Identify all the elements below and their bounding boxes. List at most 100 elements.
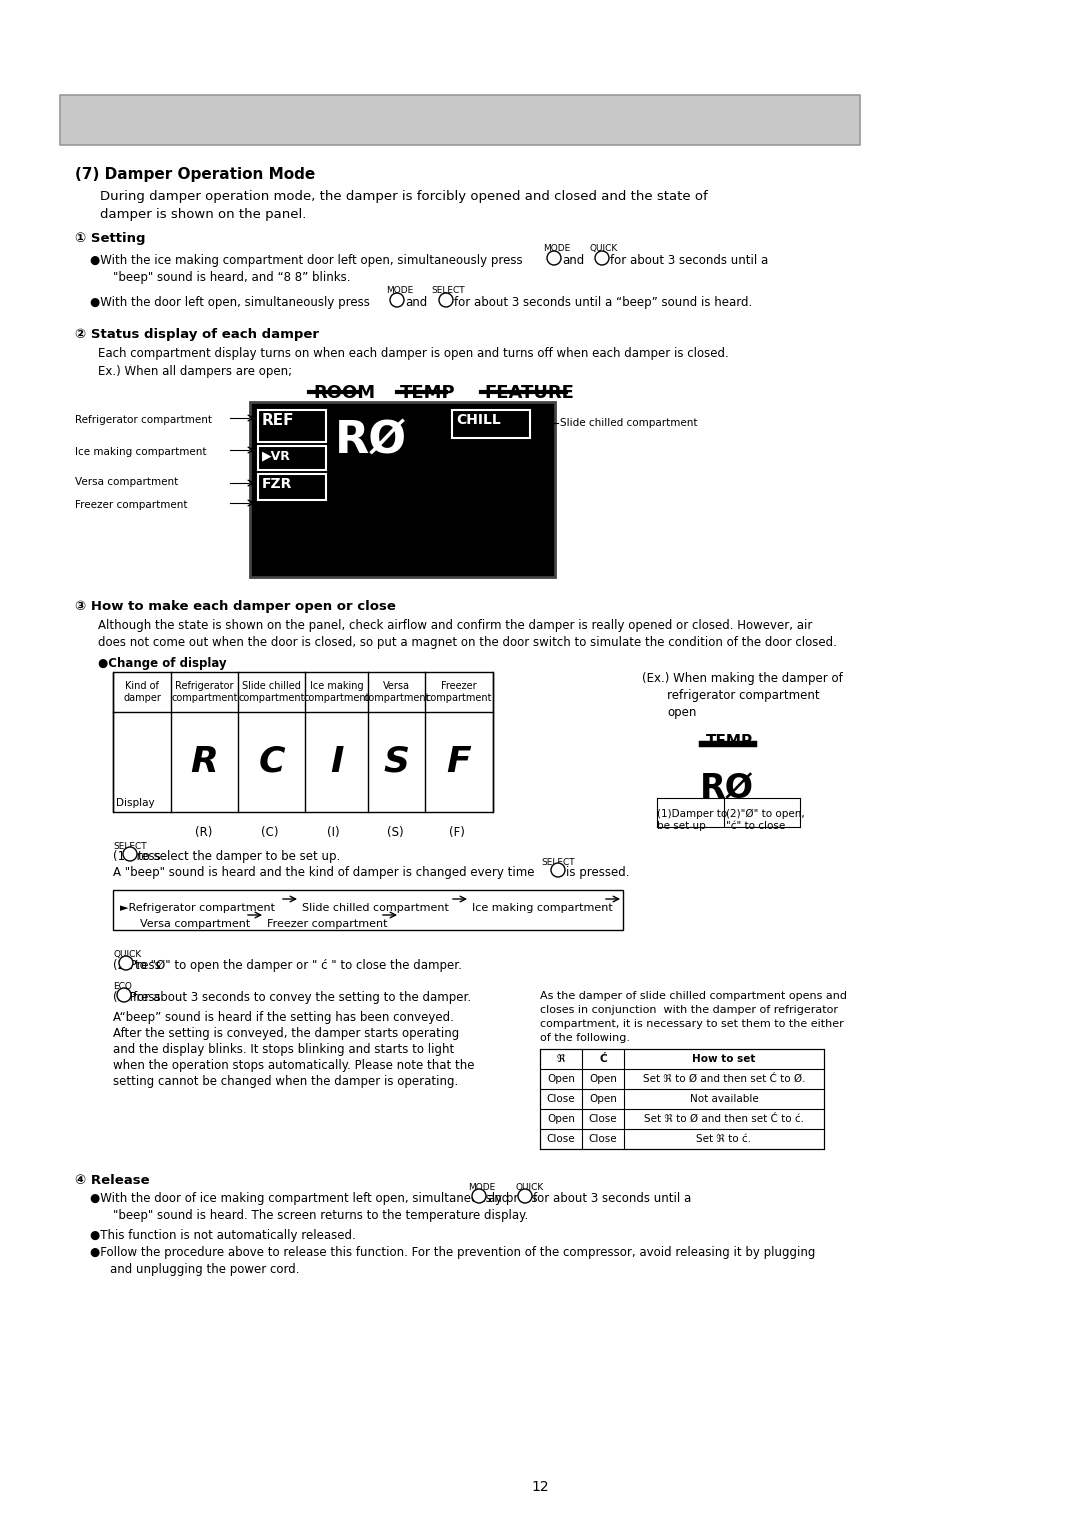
Bar: [113, 890, 623, 929]
Text: Kind of
damper: Kind of damper: [123, 681, 161, 703]
Text: for about 3 seconds until a: for about 3 seconds until a: [610, 254, 768, 266]
Text: MODE: MODE: [543, 243, 570, 253]
Text: closes in conjunction  with the damper of refrigerator: closes in conjunction with the damper of…: [540, 1004, 838, 1015]
Text: and unplugging the power cord.: and unplugging the power cord.: [110, 1263, 299, 1275]
Text: "beep" sound is heard. The screen returns to the temperature display.: "beep" sound is heard. The screen return…: [113, 1209, 528, 1222]
Text: Display: Display: [116, 798, 154, 808]
Text: Set ℜ to Ø and then set Ć to Ø.: Set ℜ to Ø and then set Ć to Ø.: [643, 1073, 806, 1084]
Text: Close: Close: [589, 1115, 618, 1124]
Circle shape: [551, 863, 565, 877]
Text: Slide chilled compartment: Slide chilled compartment: [302, 903, 449, 912]
Text: Although the state is shown on the panel, check airflow and confirm the damper i: Although the state is shown on the panel…: [98, 619, 812, 632]
Text: Open: Open: [589, 1095, 617, 1104]
Text: TEMP: TEMP: [400, 384, 456, 403]
Text: (1)Press: (1)Press: [113, 850, 161, 863]
Text: is pressed.: is pressed.: [566, 867, 630, 879]
Text: QUICK: QUICK: [113, 951, 141, 958]
Text: A "beep" sound is heard and the kind of damper is changed every time: A "beep" sound is heard and the kind of …: [113, 867, 535, 879]
Text: ●Follow the procedure above to release this function. For the prevention of the : ●Follow the procedure above to release t…: [90, 1246, 815, 1258]
Text: (C): (C): [261, 827, 279, 839]
Text: Slide chilled
compartment: Slide chilled compartment: [239, 681, 305, 703]
Text: (1)Damper to
be set up: (1)Damper to be set up: [657, 808, 727, 831]
Text: for about 3 seconds to convey the setting to the damper.: for about 3 seconds to convey the settin…: [133, 991, 471, 1004]
Bar: [258, 446, 326, 470]
Bar: [453, 410, 530, 438]
Text: How to set: How to set: [692, 1053, 756, 1064]
Text: SELECT: SELECT: [431, 286, 464, 295]
Text: Versa compartment: Versa compartment: [140, 919, 251, 929]
Text: Slide chilled compartment: Slide chilled compartment: [561, 418, 698, 429]
Text: (7) Damper Operation Mode: (7) Damper Operation Mode: [75, 167, 315, 182]
Text: I: I: [329, 746, 343, 779]
Text: compartment, it is necessary to set them to the either: compartment, it is necessary to set them…: [540, 1020, 843, 1029]
Text: of the following.: of the following.: [540, 1033, 630, 1043]
Text: open: open: [667, 706, 697, 720]
Text: FZR: FZR: [262, 478, 293, 491]
Bar: [258, 410, 326, 442]
Text: Open: Open: [548, 1115, 575, 1124]
Text: ●Change of display: ●Change of display: [98, 657, 227, 671]
Circle shape: [390, 292, 404, 308]
Text: ① Setting: ① Setting: [75, 233, 146, 245]
Bar: [113, 672, 492, 811]
Text: and: and: [487, 1193, 510, 1205]
Circle shape: [438, 292, 453, 308]
Circle shape: [472, 1190, 486, 1203]
Text: During damper operation mode, the damper is forcibly opened and closed and the s: During damper operation mode, the damper…: [100, 190, 707, 204]
Text: Close: Close: [589, 1134, 618, 1144]
Text: and the display blinks. It stops blinking and starts to light: and the display blinks. It stops blinkin…: [113, 1043, 455, 1056]
Text: "beep" sound is heard, and “8 8” blinks.: "beep" sound is heard, and “8 8” blinks.: [113, 271, 351, 283]
Text: Refrigerator
compartment: Refrigerator compartment: [172, 681, 238, 703]
Text: MODE: MODE: [386, 286, 414, 295]
Text: SELECT: SELECT: [113, 842, 147, 851]
Text: Ice making
compartment: Ice making compartment: [303, 681, 369, 703]
Text: ECO: ECO: [113, 981, 132, 991]
Text: ② Status display of each damper: ② Status display of each damper: [75, 328, 319, 341]
Text: ●With the door of ice making compartment left open, simultaneously press: ●With the door of ice making compartment…: [90, 1193, 538, 1205]
Text: to select the damper to be set up.: to select the damper to be set up.: [138, 850, 340, 863]
Bar: [60, 95, 860, 145]
Text: Freezer compartment: Freezer compartment: [75, 501, 188, 510]
Text: Versa
compartment: Versa compartment: [363, 681, 430, 703]
Text: Ex.) When all dampers are open;: Ex.) When all dampers are open;: [98, 364, 292, 378]
Text: RØ: RØ: [700, 772, 754, 805]
Text: Ice making compartment: Ice making compartment: [75, 447, 206, 456]
Text: F: F: [447, 746, 471, 779]
Text: Not available: Not available: [690, 1095, 758, 1104]
Text: Each compartment display turns on when each damper is open and turns off when ea: Each compartment display turns on when e…: [98, 348, 729, 360]
Text: ▶VR: ▶VR: [262, 449, 291, 462]
Text: damper is shown on the panel.: damper is shown on the panel.: [100, 208, 307, 220]
Text: ●This function is not automatically released.: ●This function is not automatically rele…: [90, 1229, 355, 1242]
Text: ℜ: ℜ: [557, 1053, 565, 1064]
Text: Close: Close: [546, 1134, 576, 1144]
Text: and: and: [405, 295, 428, 309]
Text: QUICK: QUICK: [515, 1183, 543, 1193]
Text: FEATURE: FEATURE: [484, 384, 573, 403]
Text: to "Ø" to open the damper or " ć " to close the damper.: to "Ø" to open the damper or " ć " to cl…: [135, 958, 462, 972]
Text: when the operation stops automatically. Please note that the: when the operation stops automatically. …: [113, 1059, 474, 1072]
Text: ●With the ice making compartment door left open, simultaneously press: ●With the ice making compartment door le…: [90, 254, 523, 266]
Text: (R): (R): [194, 827, 212, 839]
Text: (3)Press: (3)Press: [113, 991, 161, 1004]
Text: and: and: [562, 254, 584, 266]
Text: does not come out when the door is closed, so put a magnet on the door switch to: does not come out when the door is close…: [98, 635, 837, 649]
Text: Freezer compartment: Freezer compartment: [267, 919, 388, 929]
Text: ►Refrigerator compartment: ►Refrigerator compartment: [120, 903, 275, 912]
Text: setting cannot be changed when the damper is operating.: setting cannot be changed when the dampe…: [113, 1075, 458, 1089]
Text: C: C: [258, 746, 285, 779]
Text: Freezer
compartment: Freezer compartment: [426, 681, 492, 703]
Bar: [540, 1049, 824, 1148]
Text: After the setting is conveyed, the damper starts operating: After the setting is conveyed, the dampe…: [113, 1027, 459, 1040]
Text: Ć: Ć: [599, 1053, 607, 1064]
Text: R: R: [190, 746, 218, 779]
Text: Set ℜ to ć.: Set ℜ to ć.: [697, 1134, 752, 1144]
Text: 12: 12: [531, 1480, 549, 1494]
Text: MODE: MODE: [468, 1183, 496, 1193]
Text: A“beep” sound is heard if the setting has been conveyed.: A“beep” sound is heard if the setting ha…: [113, 1010, 454, 1024]
Text: (Ex.) When making the damper of: (Ex.) When making the damper of: [642, 672, 842, 684]
Text: As the damper of slide chilled compartment opens and: As the damper of slide chilled compartme…: [540, 991, 847, 1001]
Text: Set ℜ to Ø and then set Ć to ć.: Set ℜ to Ø and then set Ć to ć.: [644, 1115, 804, 1124]
Text: QUICK: QUICK: [590, 243, 618, 253]
Text: (2)Press: (2)Press: [113, 958, 161, 972]
Text: Ice making compartment: Ice making compartment: [472, 903, 612, 912]
